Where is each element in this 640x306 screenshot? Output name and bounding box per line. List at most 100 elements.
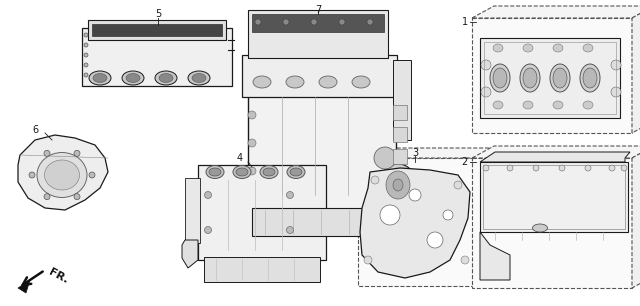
- Ellipse shape: [553, 44, 563, 52]
- Ellipse shape: [248, 167, 256, 175]
- Circle shape: [611, 60, 621, 70]
- Circle shape: [559, 165, 565, 171]
- FancyBboxPatch shape: [480, 162, 628, 232]
- Text: 6: 6: [32, 125, 38, 135]
- Ellipse shape: [520, 64, 540, 92]
- FancyBboxPatch shape: [393, 127, 407, 142]
- FancyBboxPatch shape: [480, 38, 620, 118]
- Circle shape: [29, 172, 35, 178]
- FancyBboxPatch shape: [393, 105, 407, 120]
- Circle shape: [255, 19, 261, 25]
- FancyBboxPatch shape: [204, 257, 320, 282]
- Ellipse shape: [427, 232, 443, 248]
- Circle shape: [461, 256, 469, 264]
- Text: 1: 1: [462, 17, 468, 27]
- Circle shape: [364, 256, 372, 264]
- Ellipse shape: [155, 71, 177, 85]
- Circle shape: [339, 19, 345, 25]
- Circle shape: [483, 165, 489, 171]
- Ellipse shape: [352, 76, 370, 88]
- FancyBboxPatch shape: [358, 158, 476, 286]
- Polygon shape: [476, 148, 494, 286]
- Ellipse shape: [409, 189, 421, 201]
- Circle shape: [481, 60, 491, 70]
- FancyBboxPatch shape: [248, 95, 396, 210]
- Ellipse shape: [553, 68, 567, 88]
- Ellipse shape: [84, 53, 88, 57]
- FancyBboxPatch shape: [393, 149, 407, 164]
- Ellipse shape: [233, 166, 251, 178]
- Ellipse shape: [379, 164, 417, 206]
- Ellipse shape: [84, 63, 88, 67]
- Ellipse shape: [523, 101, 533, 109]
- FancyBboxPatch shape: [82, 28, 232, 86]
- FancyBboxPatch shape: [185, 178, 200, 243]
- Ellipse shape: [319, 76, 337, 88]
- Polygon shape: [480, 152, 630, 162]
- Circle shape: [533, 165, 539, 171]
- Polygon shape: [182, 240, 198, 268]
- Ellipse shape: [188, 71, 210, 85]
- Circle shape: [44, 194, 50, 200]
- Ellipse shape: [84, 33, 88, 37]
- Circle shape: [367, 19, 373, 25]
- Polygon shape: [358, 148, 494, 158]
- Circle shape: [74, 194, 80, 200]
- FancyBboxPatch shape: [393, 171, 407, 186]
- Ellipse shape: [287, 166, 305, 178]
- Ellipse shape: [443, 210, 453, 220]
- Text: FR.: FR.: [47, 267, 70, 285]
- Ellipse shape: [260, 166, 278, 178]
- Circle shape: [205, 226, 211, 233]
- Ellipse shape: [532, 224, 547, 232]
- Ellipse shape: [84, 43, 88, 47]
- Circle shape: [621, 165, 627, 171]
- Ellipse shape: [93, 73, 107, 83]
- Ellipse shape: [253, 76, 271, 88]
- Ellipse shape: [248, 111, 256, 119]
- FancyBboxPatch shape: [92, 24, 222, 36]
- Ellipse shape: [550, 64, 570, 92]
- Ellipse shape: [209, 168, 221, 176]
- FancyBboxPatch shape: [252, 14, 384, 32]
- Ellipse shape: [553, 101, 563, 109]
- Polygon shape: [632, 146, 640, 288]
- Circle shape: [89, 172, 95, 178]
- Circle shape: [287, 226, 294, 233]
- Polygon shape: [472, 146, 640, 158]
- Circle shape: [481, 87, 491, 97]
- Ellipse shape: [45, 160, 79, 190]
- Polygon shape: [18, 280, 30, 293]
- FancyBboxPatch shape: [242, 55, 397, 97]
- Polygon shape: [472, 6, 640, 18]
- Circle shape: [311, 19, 317, 25]
- Ellipse shape: [493, 101, 503, 109]
- Ellipse shape: [380, 205, 400, 225]
- Circle shape: [283, 19, 289, 25]
- Circle shape: [371, 176, 379, 184]
- Ellipse shape: [122, 71, 144, 85]
- Ellipse shape: [493, 68, 507, 88]
- Circle shape: [44, 150, 50, 156]
- Ellipse shape: [374, 147, 396, 169]
- Ellipse shape: [206, 166, 224, 178]
- Ellipse shape: [84, 73, 88, 77]
- FancyBboxPatch shape: [472, 18, 632, 133]
- Ellipse shape: [192, 73, 206, 83]
- Ellipse shape: [126, 73, 140, 83]
- Ellipse shape: [580, 64, 600, 92]
- Ellipse shape: [263, 168, 275, 176]
- FancyBboxPatch shape: [252, 208, 382, 236]
- Ellipse shape: [490, 64, 510, 92]
- Ellipse shape: [290, 168, 302, 176]
- Ellipse shape: [386, 171, 410, 199]
- Circle shape: [611, 87, 621, 97]
- Ellipse shape: [159, 73, 173, 83]
- Ellipse shape: [89, 71, 111, 85]
- Text: 5: 5: [155, 9, 161, 19]
- Circle shape: [507, 165, 513, 171]
- Ellipse shape: [523, 68, 537, 88]
- Ellipse shape: [248, 139, 256, 147]
- Text: 2: 2: [461, 157, 468, 167]
- FancyBboxPatch shape: [198, 165, 326, 260]
